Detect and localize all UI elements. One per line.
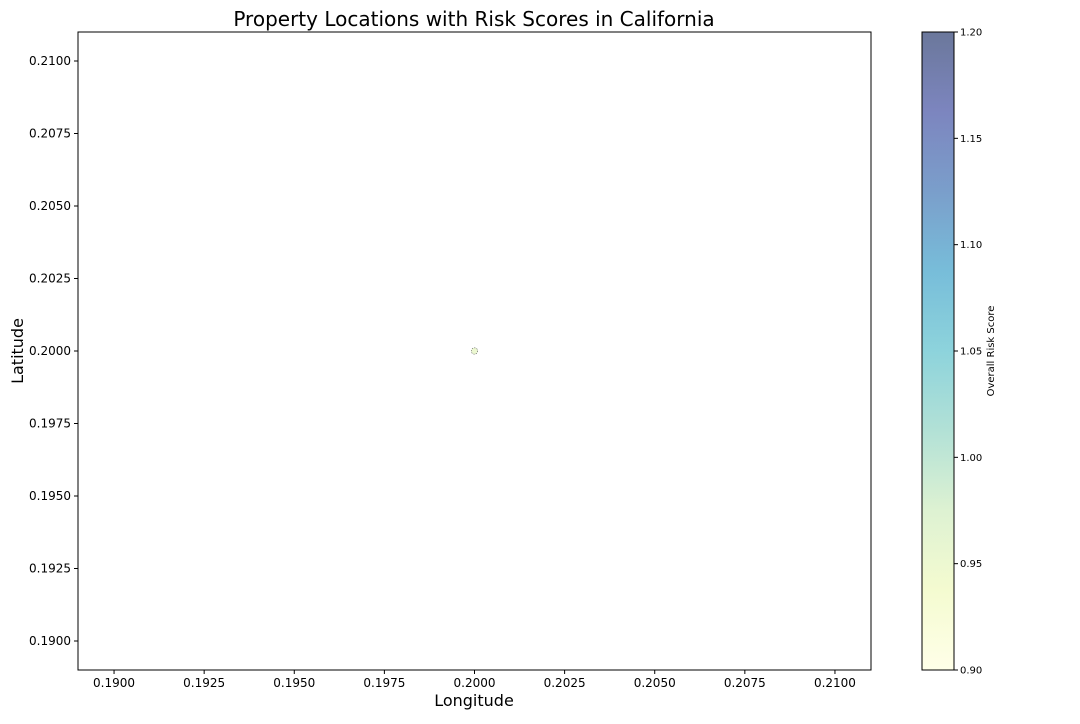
colorbar-tick-label: 0.95 — [960, 559, 982, 570]
x-tick-label: 0.1900 — [93, 676, 135, 690]
scatter-points — [470, 347, 478, 355]
y-tick-label: 0.1975 — [29, 417, 71, 431]
y-axis-label: Latitude — [8, 318, 27, 384]
y-tick-label: 0.1950 — [29, 489, 71, 503]
scatter-point — [470, 347, 478, 355]
y-tick-label: 0.2050 — [29, 199, 71, 213]
chart-title: Property Locations with Risk Scores in C… — [233, 7, 714, 31]
colorbar-tick-label: 1.20 — [960, 28, 982, 39]
x-tick-label: 0.2100 — [814, 676, 856, 690]
colorbar-label: Overall Risk Score — [986, 306, 997, 397]
x-tick-label: 0.2000 — [454, 676, 496, 690]
x-tick-label: 0.1975 — [363, 676, 405, 690]
x-tick-label: 0.1950 — [273, 676, 315, 690]
x-tick-label: 0.1925 — [183, 676, 225, 690]
y-tick-label: 0.2025 — [29, 272, 71, 286]
x-tick-label: 0.2025 — [544, 676, 586, 690]
x-axis-ticks: 0.1900 0.1925 0.1950 0.1975 0.2000 0.2025 0.20… — [93, 670, 856, 690]
colorbar-tick-label: 1.10 — [960, 240, 982, 251]
x-tick-label: 0.2050 — [634, 676, 676, 690]
y-tick-label: 0.1925 — [29, 562, 71, 576]
colorbar-ticks: 1.20 1.15 1.10 1.05 1.00 0.95 0.90 — [954, 28, 982, 677]
colorbar-tick-label: 1.05 — [960, 347, 982, 358]
y-tick-label: 0.2000 — [29, 344, 71, 358]
colorbar-tick-label: 1.00 — [960, 453, 982, 464]
colorbar-tick-label: 1.15 — [960, 134, 982, 145]
x-tick-label: 0.2075 — [724, 676, 766, 690]
y-axis-ticks: 0.2100 0.2075 0.2050 0.2025 0.2000 0.1975 0.19… — [29, 54, 78, 648]
colorbar-tick-label: 0.90 — [960, 666, 982, 677]
x-axis-label: Longitude — [434, 691, 514, 710]
y-tick-label: 0.1900 — [29, 634, 71, 648]
y-tick-label: 0.2075 — [29, 127, 71, 141]
colorbar — [921, 31, 955, 671]
y-tick-label: 0.2100 — [29, 54, 71, 68]
